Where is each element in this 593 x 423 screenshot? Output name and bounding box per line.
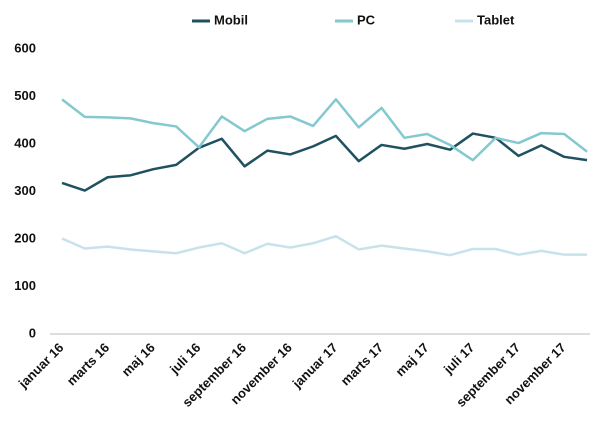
y-tick-label: 0 (29, 325, 36, 340)
y-tick-label: 400 (14, 135, 36, 150)
x-tick-label: januar 16 (15, 340, 67, 392)
x-tick-label: marts 17 (338, 340, 386, 388)
series-line (61, 132, 588, 192)
legend-label: PC (357, 12, 376, 27)
legend-label: Tablet (477, 12, 515, 27)
series-line (61, 98, 588, 162)
x-tick-label: maj 16 (119, 340, 158, 379)
y-tick-label: 300 (14, 183, 36, 198)
series-line (61, 234, 587, 257)
y-tick-label: 100 (14, 278, 36, 293)
x-tick-label: januar 17 (289, 340, 341, 392)
y-tick-label: 600 (14, 40, 36, 55)
x-tick-label: maj 17 (393, 340, 432, 379)
y-tick-label: 500 (14, 88, 36, 103)
x-tick-label: juli 17 (440, 340, 477, 377)
y-tick-label: 200 (14, 230, 36, 245)
x-tick-label: juli 16 (166, 340, 203, 377)
legend-label: Mobil (214, 12, 248, 27)
x-tick-label: marts 16 (64, 340, 112, 388)
